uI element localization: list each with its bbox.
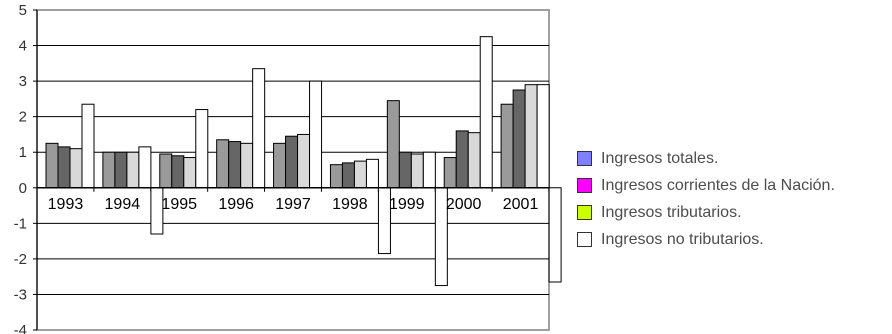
x-tick-label: 1999	[389, 196, 425, 213]
x-tick-label: 1995	[161, 196, 197, 213]
bar	[455, 130, 469, 189]
bar	[285, 135, 299, 189]
bar	[443, 157, 457, 189]
bar	[297, 133, 311, 189]
bar	[69, 148, 83, 189]
bar	[183, 157, 197, 189]
legend-swatch-ingresos-tributarios	[577, 205, 592, 220]
bar	[228, 141, 242, 189]
y-tick-label: 4	[19, 38, 27, 55]
y-tick-label: 0	[19, 180, 27, 197]
legend-label-ingresos-no-tributarios: Ingresos no tributarios.	[601, 230, 764, 248]
legend-swatch-ingresos-no-tributarios	[577, 232, 592, 247]
bar	[524, 84, 538, 189]
x-tick-label: 1996	[218, 196, 254, 213]
legend-item-ingresos-tributarios: Ingresos tributarios.	[577, 199, 835, 226]
bar	[410, 153, 424, 189]
bar	[386, 100, 400, 189]
bar	[81, 103, 95, 189]
bar	[467, 132, 481, 189]
bar	[240, 142, 254, 189]
bar	[353, 160, 367, 189]
legend-swatch-ingresos-totales	[577, 151, 592, 166]
bar	[57, 146, 71, 189]
chart-legend: Ingresos totales. Ingresos corrientes de…	[577, 145, 835, 253]
y-tick-label: 1	[19, 144, 27, 161]
x-tick-label: 1997	[275, 196, 311, 213]
bar	[171, 155, 185, 189]
legend-label-ingresos-tributarios: Ingresos tributarios.	[601, 203, 742, 221]
bar	[159, 153, 173, 189]
y-tick-label: -2	[14, 251, 27, 268]
bar	[512, 89, 526, 189]
bar	[252, 68, 266, 189]
x-tick-label: 1993	[48, 196, 84, 213]
x-tick-label: 1998	[332, 196, 368, 213]
bar	[365, 158, 379, 189]
bar	[114, 151, 128, 189]
legend-label-ingresos-totales: Ingresos totales.	[601, 149, 719, 167]
x-tick-label: 1994	[105, 196, 141, 213]
y-tick-label: 3	[19, 73, 27, 90]
x-tick-label: 2001	[503, 196, 539, 213]
y-tick-label: -4	[14, 322, 27, 334]
y-tick-label: -1	[14, 215, 27, 232]
bar	[45, 142, 59, 189]
bar	[422, 151, 436, 189]
y-tick-label: 5	[19, 2, 27, 19]
bar	[479, 36, 493, 189]
y-tick-label: -3	[14, 286, 27, 303]
bar	[398, 151, 412, 189]
bar	[138, 146, 152, 189]
bar	[102, 151, 116, 189]
bar	[126, 151, 140, 189]
bar	[500, 103, 514, 189]
legend-item-ingresos-corrientes: Ingresos corrientes de la Nación.	[577, 172, 835, 199]
bar	[536, 84, 550, 189]
bar	[195, 109, 209, 189]
x-tick-label: 2000	[446, 196, 482, 213]
bar	[216, 139, 230, 189]
legend-item-ingresos-no-tributarios: Ingresos no tributarios.	[577, 226, 835, 253]
bar	[341, 162, 355, 189]
bar	[548, 187, 562, 283]
y-tick-label: 2	[19, 109, 27, 126]
bar	[309, 80, 323, 189]
bar	[329, 164, 343, 189]
legend-label-ingresos-corrientes: Ingresos corrientes de la Nación.	[601, 176, 835, 194]
legend-item-ingresos-totales: Ingresos totales.	[577, 145, 835, 172]
bar	[273, 142, 287, 189]
legend-swatch-ingresos-corrientes	[577, 178, 592, 193]
